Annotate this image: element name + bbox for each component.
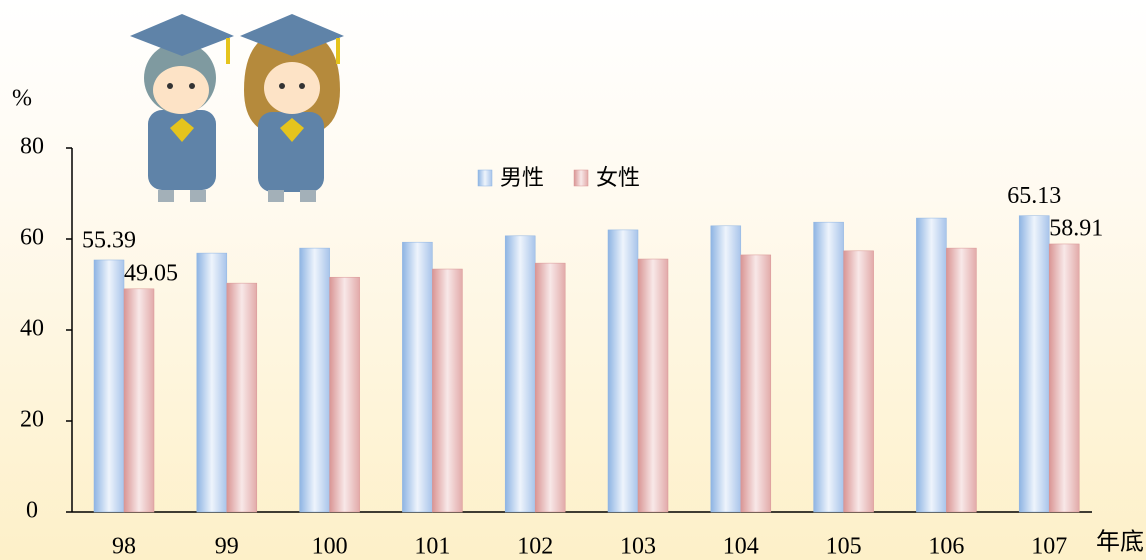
bar — [843, 250, 874, 513]
x-tick-label: 101 — [414, 534, 450, 560]
bar — [402, 241, 433, 513]
x-tick-label: 106 — [928, 534, 964, 560]
bar — [1018, 215, 1050, 513]
y-tick-label: 20 — [20, 407, 44, 433]
y-tick-label: 0 — [26, 498, 38, 524]
x-tick-label: 104 — [723, 534, 759, 560]
legend-label: 男性 — [500, 166, 544, 191]
value-label: 58.91 — [1049, 215, 1103, 241]
bar — [299, 247, 330, 513]
x-axis-label: 年底 — [1096, 529, 1144, 556]
graduate-girl — [240, 14, 344, 202]
x-tick-label: 99 — [215, 534, 239, 560]
bar — [534, 262, 566, 513]
bar — [123, 288, 155, 513]
bar — [329, 276, 360, 513]
bar — [813, 221, 844, 513]
x-tick-label: 98 — [112, 534, 136, 560]
y-tick-label: 60 — [20, 225, 44, 251]
x-tick-label: 103 — [620, 534, 656, 560]
legend-label: 女性 — [596, 166, 640, 191]
value-label: 55.39 — [82, 227, 136, 253]
y-tick-label: 40 — [20, 316, 44, 342]
x-tick-label: 102 — [517, 534, 553, 560]
bar — [637, 258, 669, 513]
legend-swatch — [477, 169, 493, 187]
y-tick-label: 80 — [20, 134, 44, 160]
bar — [226, 282, 258, 513]
legend-swatch — [573, 169, 589, 187]
bar — [93, 259, 125, 513]
bar — [196, 252, 228, 513]
x-tick-label: 100 — [312, 534, 348, 560]
x-tick-label: 105 — [826, 534, 862, 560]
x-tick-label: 107 — [1031, 534, 1067, 560]
graduate-boy — [130, 14, 234, 202]
bar — [946, 247, 977, 513]
y-axis-label: % — [12, 86, 32, 112]
value-label: 49.05 — [124, 260, 178, 286]
bar — [740, 254, 772, 513]
bar — [504, 235, 536, 513]
value-label: 65.13 — [1007, 183, 1061, 209]
bar — [1048, 243, 1080, 513]
bar — [432, 268, 463, 513]
bar — [607, 229, 639, 513]
bar — [916, 217, 947, 513]
bar — [710, 225, 742, 513]
